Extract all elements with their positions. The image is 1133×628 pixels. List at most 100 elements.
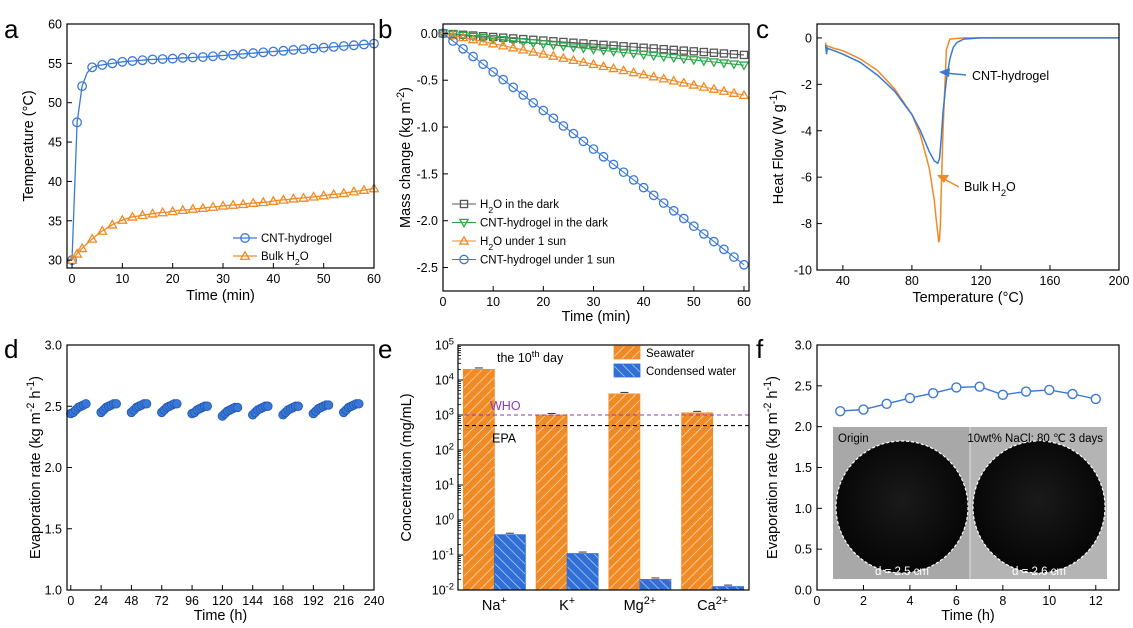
- inset-label-conditions: 10wt% NaCl; 80 ℃ 3 days: [967, 433, 1103, 445]
- legend-marker: [459, 199, 469, 209]
- panel-c-heat-flow-chart: 40 80 120 160 200 0 -2 -4 -6 -8 -10 Temperature (°C…: [768, 23, 1129, 306]
- legend-swatch: [613, 363, 641, 378]
- cnt-hydrogel-point: [258, 47, 269, 58]
- y-tick-label: 104: [435, 372, 454, 388]
- bulk-water-point: [116, 214, 128, 224]
- series-point-3: [518, 90, 529, 100]
- series-point-2: [638, 69, 649, 79]
- y-tick-label: 0.5: [795, 543, 812, 557]
- series-point-3: [548, 113, 559, 124]
- cnt-hydrogel-point: [147, 54, 158, 65]
- series-point-0: [689, 47, 699, 56]
- series-point-1: [477, 33, 489, 44]
- plot-frame: [457, 344, 750, 591]
- y-axis-label: Heat Flow (W g-1): [768, 90, 787, 204]
- series-point-1: [487, 34, 499, 45]
- bulk-water-point: [308, 191, 320, 201]
- x-tick-label: 20: [166, 272, 180, 286]
- y-tick-label: 10-1: [432, 547, 454, 563]
- series-point-2: [728, 87, 740, 97]
- x-tick-label: 6: [953, 594, 960, 608]
- series-point-2: [487, 38, 499, 48]
- x-tick-label: 216: [333, 594, 354, 608]
- category-label: K+: [559, 595, 575, 614]
- x-tick-label: 10: [486, 295, 500, 309]
- seawater-bar: [462, 369, 495, 591]
- series-point-3: [598, 151, 609, 162]
- bulk-water-point: [338, 187, 350, 198]
- series-line-0: [442, 32, 745, 56]
- series-point-1: [527, 39, 539, 49]
- inset-diameter-after: d = 2.6 cm: [1012, 566, 1066, 578]
- series-point-0: [599, 40, 608, 50]
- series-point-3: [458, 43, 468, 54]
- y-tick-label: 101: [435, 477, 454, 493]
- cnt-hydrogel-point: [358, 39, 369, 50]
- cnt-hydrogel-point: [288, 45, 299, 55]
- evaporation-rate-point: [997, 389, 1009, 401]
- series-point-1: [628, 49, 639, 60]
- y-tick-label: 2.0: [45, 461, 62, 475]
- panel-letter-b: b: [378, 14, 392, 44]
- series-point-3: [488, 67, 499, 77]
- cnt-hydrogel-point: [127, 56, 138, 66]
- y-tick-label: 105: [435, 337, 454, 353]
- cnt-hydrogel-line: [71, 43, 375, 261]
- series-point-3: [608, 159, 619, 170]
- bulk-water-point: [86, 233, 98, 243]
- evaporation-rate-point: [835, 405, 846, 417]
- panel-letter-d: d: [4, 334, 18, 364]
- evaporation-point: [323, 400, 334, 410]
- y-tick-label: 102: [435, 442, 454, 458]
- series-point-3: [578, 136, 589, 147]
- panel-f-evaporation-stability-chart: Origin 10wt% NaCl; 80 ℃ 3 days d = 2.5 cm d…: [762, 339, 1120, 624]
- hydrogel-disc-origin: [835, 440, 969, 574]
- evaporation-rate-point: [1067, 388, 1078, 400]
- y-tick-label: 3.0: [795, 339, 812, 353]
- evaporation-point: [172, 399, 182, 409]
- series-point-2: [678, 77, 690, 87]
- series-point-1: [678, 55, 690, 65]
- x-tick-label: 30: [587, 295, 601, 309]
- series-point-0: [709, 48, 719, 57]
- x-tick-label: 2: [860, 594, 867, 608]
- series-point-3: [558, 121, 569, 131]
- panel-letter-c: c: [756, 14, 769, 44]
- evaporation-rate-point: [904, 392, 916, 404]
- series-point-0: [739, 50, 749, 60]
- hydrogel-disc-after: [972, 440, 1106, 574]
- y-axis-label: Mass change (kg m-2): [395, 87, 414, 228]
- series-point-0: [719, 49, 729, 58]
- bulk-water-point: [288, 193, 299, 203]
- condensed-water-bar: [639, 579, 672, 591]
- y-tick-label: -4: [801, 124, 812, 138]
- legend-label: Condensed water: [646, 366, 736, 378]
- series-point-1: [698, 57, 710, 67]
- evaporation-rate-point: [1044, 384, 1055, 396]
- legend-label: CNT-hydrogel under 1 sun: [480, 255, 615, 267]
- x-tick-label: 160: [1040, 274, 1061, 288]
- legend-label: Seawater: [646, 348, 695, 360]
- evaporation-point: [293, 401, 303, 411]
- series-point-2: [517, 44, 529, 54]
- y-tick-label: 10-2: [432, 582, 454, 598]
- series-point-1: [578, 44, 589, 54]
- cnt-hydrogel-point: [208, 51, 218, 62]
- evaporation-point: [354, 399, 364, 409]
- y-tick-label: -1.5: [416, 167, 438, 181]
- series-point-3: [648, 190, 659, 201]
- the-10th-day-note: the 10th day: [497, 349, 564, 365]
- bulk-water-dsc-curve: [824, 37, 1119, 243]
- series-point-2: [447, 29, 459, 40]
- series-point-1: [608, 47, 619, 57]
- bulk-water-point: [207, 201, 219, 211]
- bulk-water-point: [267, 195, 279, 205]
- series-point-3: [688, 221, 699, 232]
- series-point-2: [708, 83, 720, 93]
- panel-b-mass-change-chart: 0 10 20 30 40 50 60 0.0 -0.5 -1.0 -1.5 -2.0 -2.5 Time…: [395, 23, 751, 325]
- series-point-2: [548, 50, 559, 60]
- plot-frame: [66, 23, 375, 269]
- series-point-2: [507, 42, 519, 52]
- y-tick-label: 55: [48, 57, 62, 71]
- series-point-1: [598, 46, 609, 56]
